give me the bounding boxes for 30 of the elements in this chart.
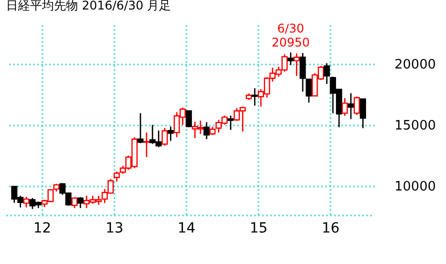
- candlestick: [143, 132, 150, 158]
- candlestick: [288, 52, 294, 66]
- candlestick: [186, 110, 192, 128]
- annotation: 20950: [272, 35, 310, 50]
- candlestick: [348, 92, 354, 120]
- candlestick: [162, 127, 168, 146]
- y-tick-label: 10000: [394, 179, 436, 194]
- candlestick: [77, 196, 84, 209]
- candlestick: [342, 98, 348, 117]
- candlestick: [294, 52, 300, 77]
- y-tick-label: 15000: [394, 118, 436, 134]
- candlestick: [137, 112, 144, 144]
- candlestick: [324, 62, 330, 85]
- y-tick-label: 20000: [394, 57, 436, 72]
- candlestick: [360, 98, 366, 129]
- x-tick-label: 12: [33, 220, 52, 236]
- candlestick: [228, 114, 234, 131]
- candlestick: [23, 196, 30, 208]
- candlestick: [252, 88, 258, 106]
- candlestick: [71, 196, 78, 209]
- annotation: 6/30: [277, 21, 304, 36]
- x-tick-label: 13: [106, 220, 124, 236]
- candlestick: [168, 126, 174, 142]
- x-tick-label: 16: [322, 220, 340, 236]
- chart-title: 日経平均先物 2016/6/30 月足: [6, 0, 172, 12]
- candlestick: [203, 122, 210, 140]
- candlestick: [354, 96, 360, 116]
- candlestick: [114, 170, 120, 182]
- x-tick-label: 14: [178, 220, 196, 236]
- x-tick-label: 15: [250, 220, 268, 236]
